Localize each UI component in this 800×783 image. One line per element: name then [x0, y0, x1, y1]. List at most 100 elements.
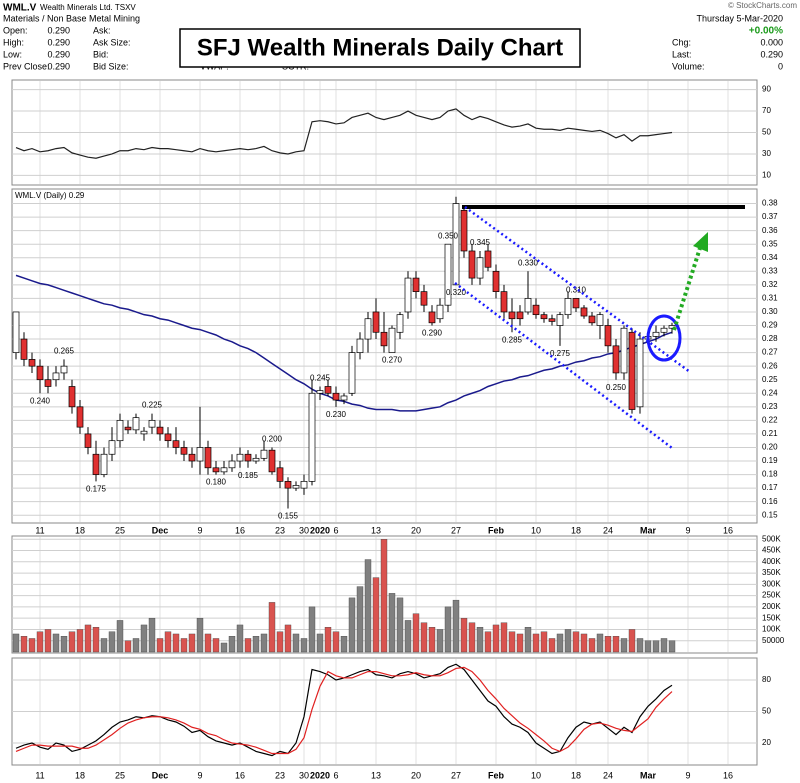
candle-body: [132, 417, 140, 431]
x-tick-label: 20: [411, 525, 421, 535]
candle-body: [612, 345, 620, 374]
candle-body: [436, 304, 444, 320]
company-name: Wealth Minerals Ltd. TSXV: [40, 3, 136, 12]
x-tick-label: 9: [197, 525, 202, 535]
y-tick-label: 0.26: [762, 361, 778, 370]
field-value: 0.290: [47, 25, 70, 35]
volume-bar: [580, 633, 588, 653]
right-label: Volume:: [672, 61, 705, 71]
volume-bar: [244, 638, 252, 653]
volume-bar: [516, 633, 524, 653]
y-tick-label: 50: [762, 128, 771, 137]
volume-bar: [164, 631, 172, 653]
candle-body: [100, 453, 108, 475]
candle-body: [468, 250, 476, 279]
volume-bar: [396, 597, 404, 653]
y-tick-label: 0.17: [762, 483, 778, 492]
x-tick-label: Feb: [488, 770, 505, 780]
candle-body: [28, 359, 36, 367]
candle-body: [364, 318, 372, 340]
volume-bar: [36, 631, 44, 653]
channel-line: [464, 205, 691, 374]
volume-bar: [68, 631, 76, 653]
candle-body: [12, 311, 20, 353]
x-tick-label: 24: [603, 770, 613, 780]
candle-body: [180, 447, 188, 455]
candle-body: [220, 467, 228, 473]
field-value: 0.290: [47, 61, 70, 71]
candle-body: [668, 325, 676, 329]
x-tick-label: Mar: [640, 770, 657, 780]
sector: Materials / Non Base Metal Mining: [3, 13, 140, 23]
candle-body: [500, 291, 508, 313]
volume-bar: [308, 606, 316, 653]
field-label: Prev Close:: [3, 61, 50, 71]
volume-bar: [52, 633, 60, 653]
y-tick-label: 50000: [762, 636, 785, 645]
quote-label: Bid Size:: [93, 61, 129, 71]
candle-body: [444, 243, 452, 306]
candle-body: [476, 257, 484, 279]
volume-bar: [620, 638, 628, 653]
candle-body: [212, 467, 220, 473]
candle-body: [484, 250, 492, 268]
candle-body: [60, 365, 68, 374]
volume-bar: [148, 617, 156, 653]
volume-bar: [228, 636, 236, 653]
volume-bar: [324, 626, 332, 653]
volume-bar: [276, 631, 284, 653]
volume-bar: [428, 626, 436, 653]
candle-body: [260, 449, 268, 459]
price-annotation: 0.240: [30, 396, 51, 405]
volume-bar: [132, 638, 140, 653]
x-tick-label: 10: [531, 770, 541, 780]
candle-body: [196, 447, 204, 462]
price-annotation: 0.200: [262, 435, 283, 444]
copyright: © StockCharts.com: [728, 1, 797, 10]
volume-bar: [220, 642, 228, 653]
candle-body: [300, 480, 308, 489]
x-tick-label: Dec: [152, 525, 169, 535]
y-tick-label: 10: [762, 171, 771, 180]
chart-title: SFJ Wealth Minerals Daily Chart: [197, 34, 563, 61]
x-tick-label: 11: [35, 525, 44, 535]
x-tick-label: 20: [411, 770, 421, 780]
candle-body: [164, 433, 172, 442]
candle-body: [412, 277, 420, 292]
change-pct: +0.00%: [749, 26, 783, 37]
price-annotation: 0.155: [278, 512, 299, 521]
volume-bar: [92, 626, 100, 653]
volume-bar: [156, 638, 164, 653]
volume-bar: [316, 633, 324, 653]
candle-body: [316, 390, 324, 394]
price-annotation: 0.275: [550, 349, 571, 358]
volume-bar: [404, 620, 412, 653]
x-tick-label: 16: [235, 525, 245, 535]
volume-bar: [76, 629, 84, 653]
volume-bar: [452, 599, 460, 653]
candle-body: [308, 392, 316, 482]
candle-body: [292, 485, 300, 489]
y-tick-label: 450K: [762, 546, 781, 555]
y-tick-label: 20: [762, 738, 771, 747]
date: Thursday 5-Mar-2020: [696, 13, 783, 23]
volume-bar: [172, 633, 180, 653]
field-value: 0.290: [47, 37, 70, 47]
x-tick-label: 18: [571, 770, 581, 780]
candle-body: [252, 457, 260, 462]
y-tick-label: 0.28: [762, 334, 778, 343]
candle-body: [492, 270, 500, 292]
candle-body: [620, 327, 628, 374]
volume-bar: [652, 640, 660, 653]
price-annotation: 0.270: [382, 356, 403, 365]
y-tick-label: 150K: [762, 613, 781, 622]
x-tick-label: 13: [371, 525, 381, 535]
candle-body: [628, 331, 636, 410]
x-tick-label: 16: [723, 525, 733, 535]
volume-bar: [348, 597, 356, 653]
volume-bar: [236, 624, 244, 653]
y-tick-label: 90: [762, 85, 771, 94]
volume-bar: [372, 577, 380, 653]
candle-body: [68, 386, 76, 408]
x-tick-label: 25: [115, 525, 125, 535]
